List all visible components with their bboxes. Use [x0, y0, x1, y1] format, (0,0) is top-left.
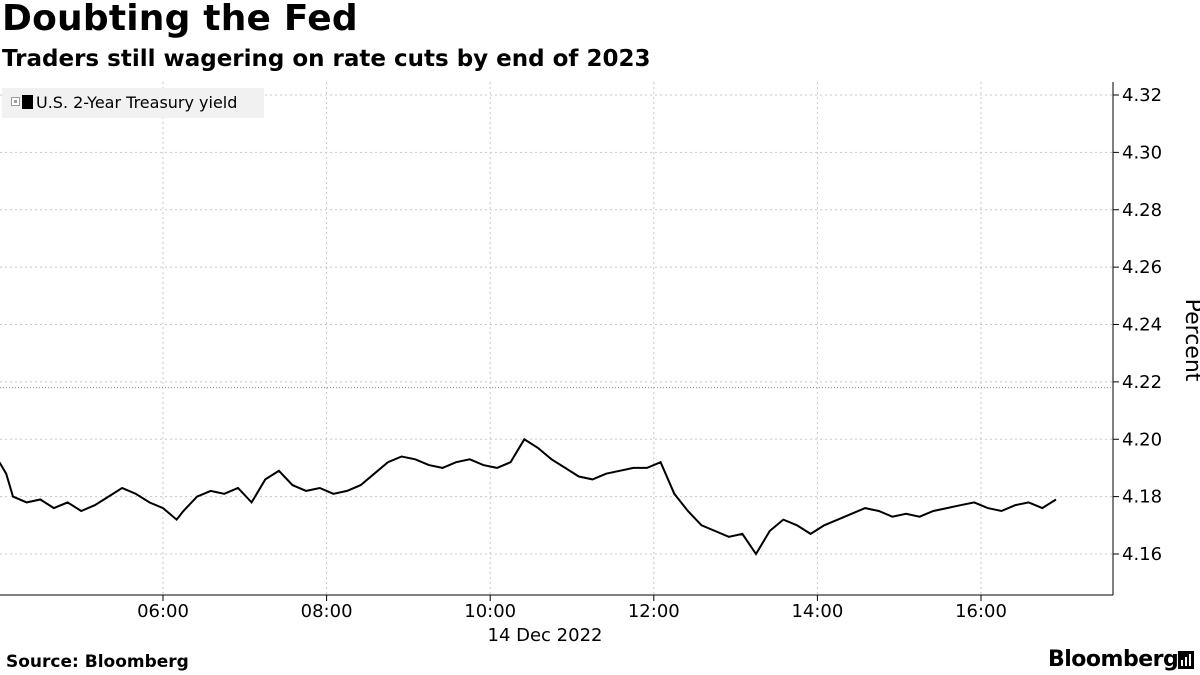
bloomberg-logo-icon: [1178, 651, 1194, 669]
y-tick-label: 4.26: [1122, 257, 1162, 278]
chart-title: Doubting the Fed: [2, 0, 358, 39]
x-tick-label: 08:00: [301, 601, 353, 622]
axes: [0, 82, 1119, 601]
source-note: Source: Bloomberg: [6, 652, 189, 672]
series-layer: [0, 437, 1057, 556]
x-tick-label: 16:00: [955, 601, 1007, 622]
x-tick-label: 10:00: [464, 601, 516, 622]
y-tick-label: 4.20: [1122, 429, 1162, 450]
x-tick-label: 12:00: [628, 601, 680, 622]
legend-toggle-icon[interactable]: [11, 97, 20, 106]
legend: U.S. 2-Year Treasury yield: [2, 88, 264, 118]
y-tick-label: 4.28: [1122, 200, 1162, 221]
y-tick-label: 4.30: [1122, 142, 1162, 163]
x-axis-label: 14 Dec 2022: [488, 625, 603, 646]
legend-series-label: U.S. 2-Year Treasury yield: [36, 93, 238, 112]
brand-name: Bloomberg: [1048, 647, 1179, 672]
x-tick-label: 14:00: [791, 601, 843, 622]
y-axis-label: Percent: [1180, 299, 1200, 382]
y-tick-label: 4.22: [1122, 372, 1162, 393]
y-tick-label: 4.18: [1122, 487, 1162, 508]
y-tick-label: 4.32: [1122, 85, 1162, 106]
y-tick-label: 4.24: [1122, 315, 1162, 336]
x-tick-label: 06:00: [137, 601, 189, 622]
y-tick-label: 4.16: [1122, 544, 1162, 565]
grid: [0, 82, 1113, 595]
series-line: [0, 437, 1057, 556]
legend-series-marker: [22, 95, 33, 109]
chart-subtitle: Traders still wagering on rate cuts by e…: [2, 46, 651, 72]
axis-labels: 06:00 08:00 10:00 12:00 14:00 16:00 14 Dec 202…: [137, 85, 1200, 646]
